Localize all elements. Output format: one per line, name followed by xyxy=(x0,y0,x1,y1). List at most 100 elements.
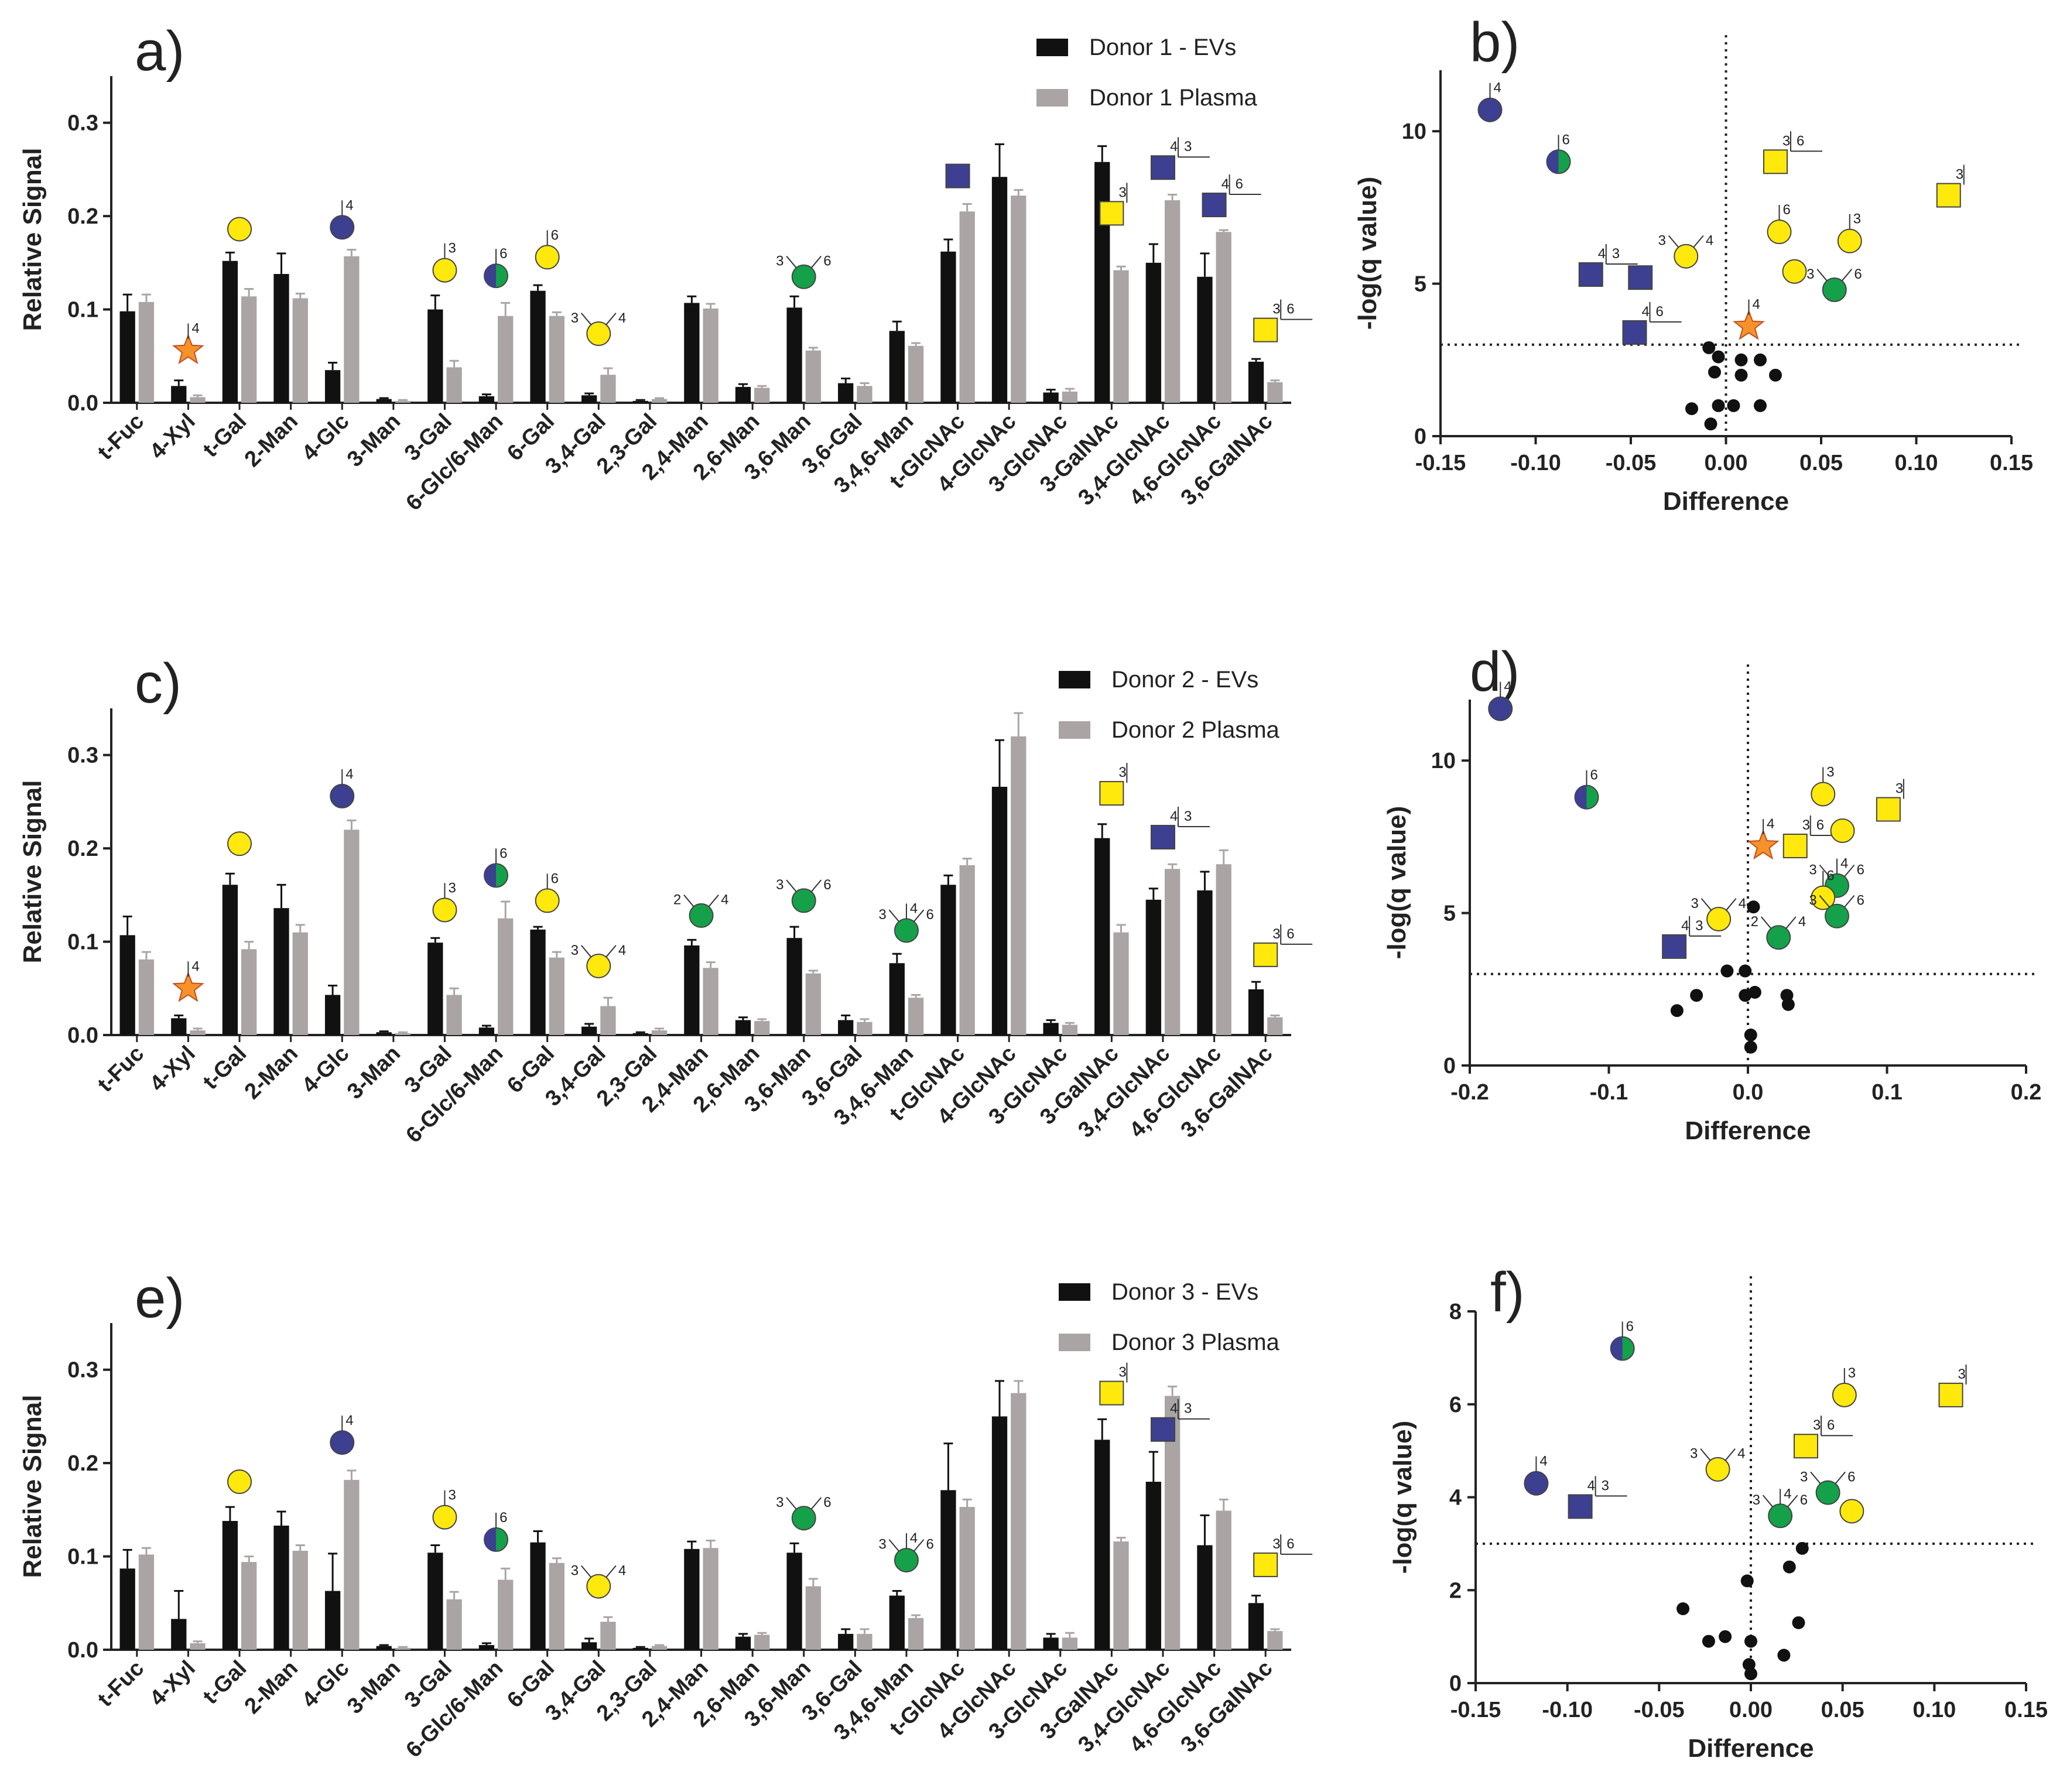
glycan-linkage-label: 4 xyxy=(1598,246,1606,262)
glycan-linkage-label: 4 xyxy=(1753,297,1760,313)
glycan-linkage-label: 4 xyxy=(1222,176,1229,192)
glycan-linkage-line xyxy=(605,1565,617,1578)
panel-label: b) xyxy=(1470,11,1520,74)
glycan-linkage-label: 4 xyxy=(1642,304,1650,320)
x-tick-label: 0.00 xyxy=(1729,1698,1773,1722)
bar-plasma xyxy=(1062,1025,1078,1035)
glycan-square-symbol xyxy=(1150,1417,1175,1442)
glycan-linkage-label: 3 xyxy=(1848,1365,1856,1381)
glycan-square-symbol xyxy=(1150,825,1175,850)
bar-plasma xyxy=(959,211,975,403)
data-point xyxy=(1748,986,1761,999)
x-tick-label: -0.2 xyxy=(1450,1080,1489,1105)
glycan-linkage-label: 6 xyxy=(499,246,507,262)
glycan-square-symbol xyxy=(1099,781,1124,806)
glycan-linkage-label: 6 xyxy=(1827,1417,1835,1433)
glycan-circle-symbol xyxy=(1811,782,1836,807)
bar-evs xyxy=(530,1542,546,1650)
y-tick-label: 0.1 xyxy=(67,298,98,323)
glycan-linkage-label: 6 xyxy=(926,907,934,923)
glycan-linkage-label: 3 xyxy=(448,1488,456,1503)
glycan-linkage-line xyxy=(888,1539,899,1552)
glycan-mixed-half xyxy=(484,864,497,888)
glycan-circle-symbol xyxy=(227,831,252,856)
glycan-linkage-label: 6 xyxy=(823,1495,831,1510)
glycan-linkage-label: 3 xyxy=(878,907,886,923)
glycan-linkage-label: 6 xyxy=(1287,926,1294,942)
bar-evs xyxy=(838,383,854,403)
glycan-circle-symbol xyxy=(791,1506,816,1531)
bar-plasma xyxy=(1113,1541,1129,1650)
glycan-linkage-label: 3 xyxy=(1602,1478,1609,1493)
data-point xyxy=(1740,1574,1754,1588)
bar-evs xyxy=(1094,838,1110,1035)
glycan-linkage-label: 4 xyxy=(191,958,199,974)
glycan-linkage-line xyxy=(1787,1495,1798,1507)
glycan-circle-symbol xyxy=(791,264,816,289)
bar-evs xyxy=(991,1416,1008,1650)
x-tick-label: -0.05 xyxy=(1606,451,1657,475)
bar-plasma xyxy=(908,998,924,1035)
bar-plasma xyxy=(344,1479,360,1650)
bar-evs xyxy=(478,1027,495,1035)
glycan-circle-symbol xyxy=(227,217,252,242)
bar-plasma xyxy=(138,959,155,1035)
glycan-mixed-half xyxy=(1575,785,1587,809)
glycan-circle-symbol xyxy=(535,245,560,270)
bar-plasma xyxy=(703,1548,718,1650)
x-axis-label: Difference xyxy=(1688,1734,1814,1763)
legend-swatch xyxy=(1059,1283,1090,1301)
glycan-linkage-line xyxy=(913,1539,925,1552)
y-axis-label: Relative Signal xyxy=(18,148,47,331)
data-point xyxy=(1754,353,1767,366)
bar-plasma xyxy=(805,1586,821,1650)
bar-plasma xyxy=(857,1633,873,1650)
data-point xyxy=(1782,1560,1796,1574)
data-point xyxy=(1744,1028,1757,1041)
glycan-linkage-label: 3 xyxy=(1853,211,1861,227)
y-tick-label: 10 xyxy=(1402,119,1426,144)
glycan-linkage-label: 3 xyxy=(1118,184,1126,200)
bar-evs xyxy=(119,311,135,403)
bar-plasma xyxy=(651,399,668,403)
glycan-linkage-label: 3 xyxy=(1184,1401,1192,1417)
glycan-square-symbol xyxy=(945,163,970,189)
glycan-linkage-label: 3 xyxy=(1958,1366,1966,1382)
glycan-linkage-line xyxy=(605,945,617,958)
x-tick-label: 0.15 xyxy=(1990,451,2033,475)
bar-evs xyxy=(991,177,1008,403)
glycan-mixed-half xyxy=(484,264,497,288)
glycan-circle-symbol xyxy=(1674,244,1699,269)
glycan-linkage-label: 6 xyxy=(1826,868,1834,884)
bar-plasma xyxy=(292,932,308,1035)
bar-plasma xyxy=(754,388,770,403)
bar-plasma xyxy=(446,367,462,403)
glycan-linkage-label: 4 xyxy=(345,766,353,782)
x-tick-label: 2-Man xyxy=(240,1656,303,1719)
y-axis-label: -log(q value) xyxy=(1383,806,1411,960)
bar-plasma xyxy=(549,1563,564,1650)
x-tick-label: t-Fuc xyxy=(93,409,149,465)
y-tick-label: 0.2 xyxy=(67,204,98,229)
glycan-linkage-label: 4 xyxy=(1170,808,1178,824)
y-tick-label: 0.2 xyxy=(67,837,98,861)
glycan-linkage-label: 3 xyxy=(1782,133,1790,149)
bar-evs xyxy=(1094,162,1110,403)
bar-plasma xyxy=(600,1622,616,1650)
bar-evs xyxy=(171,1619,187,1650)
glycan-circle-symbol xyxy=(1822,277,1847,302)
glycan-linkage-label: 3 xyxy=(1118,765,1126,780)
glycan-circle-symbol xyxy=(894,918,919,943)
bar-evs xyxy=(1197,276,1213,403)
glycan-mixed-half xyxy=(484,1527,497,1551)
volcano-plot-3: f)-0.15 -0.10 -0.05 0.00 0.05 0.10 0.1502468Di… xyxy=(1388,1261,2048,1763)
bar-evs xyxy=(222,1520,238,1650)
x-tick-label: -0.10 xyxy=(1542,1698,1593,1722)
bar-plasma xyxy=(805,973,821,1035)
y-tick-label: 0.1 xyxy=(67,1545,98,1570)
bar-evs xyxy=(735,1020,751,1035)
glycan-circle-symbol xyxy=(1830,818,1855,843)
glycan-linkage-label: 6 xyxy=(1287,301,1294,317)
glycan-square-symbol xyxy=(1253,1552,1278,1577)
glycan-square-symbol xyxy=(1794,1434,1818,1459)
